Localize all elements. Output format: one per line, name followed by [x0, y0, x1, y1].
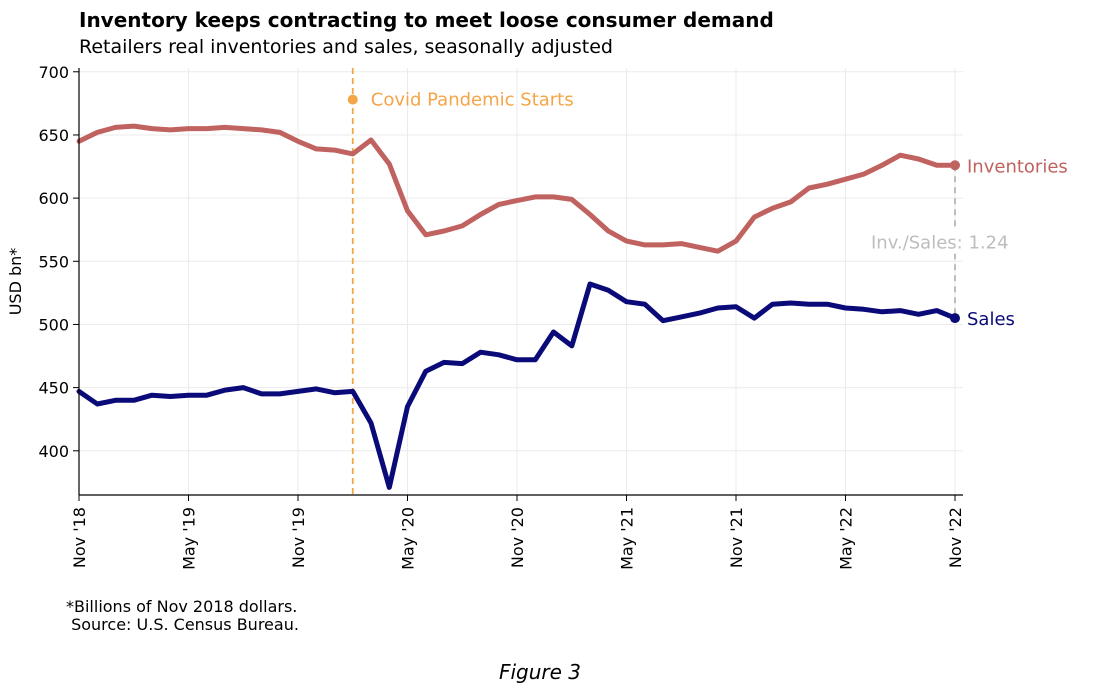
annotation-layer: Covid Pandemic Starts — [347, 68, 574, 495]
x-tick-label: Nov '22 — [946, 507, 965, 568]
inventories-end-dot — [950, 160, 960, 171]
y-tick-label: 500 — [38, 315, 69, 334]
x-tick-label: Nov '18 — [70, 507, 89, 568]
x-tick-label: May '19 — [180, 507, 199, 570]
series-layer — [76, 123, 958, 490]
x-tick-label: Nov '21 — [727, 507, 746, 568]
axis-layer: 400 450 500 550 600 650 700 Nov '18 May '19 Nov '… — [6, 63, 965, 570]
x-tick-label: May '22 — [837, 507, 856, 570]
inventories-line — [76, 123, 958, 254]
y-tick-label: 600 — [38, 189, 69, 208]
footnote: *Billions of Nov 2018 dollars. Source: U… — [66, 597, 299, 634]
y-tick-label: 650 — [38, 126, 69, 145]
x-tick-label: May '20 — [399, 507, 418, 570]
y-tick-label: 700 — [38, 63, 69, 82]
y-tick-label: 400 — [38, 442, 69, 461]
inventories-label: Inventories — [967, 156, 1068, 177]
chart-subtitle: Retailers real inventories and sales, se… — [79, 36, 613, 58]
grid-layer — [78, 68, 963, 495]
y-tick-label: 550 — [38, 252, 69, 271]
sales-label: Sales — [967, 309, 1015, 330]
figure-caption: Figure 3 — [498, 660, 582, 684]
label-layer: Inv./Sales: 1.24 Inventories Sales — [867, 156, 1068, 330]
sales-line — [76, 281, 958, 490]
ratio-label-background — [867, 227, 1037, 254]
covid-marker-dot — [347, 94, 358, 105]
covid-label: Covid Pandemic Starts — [371, 90, 574, 111]
chart-title: Inventory keeps contracting to meet loos… — [79, 8, 774, 32]
x-tick-label: May '21 — [618, 507, 637, 570]
x-tick-label: Nov '19 — [289, 507, 308, 568]
y-axis-label: USD bn* — [6, 248, 25, 316]
ratio-label: Inv./Sales: 1.24 — [871, 233, 1009, 254]
y-tick-label: 450 — [38, 379, 69, 398]
x-tick-label: Nov '20 — [508, 507, 527, 568]
sales-end-dot — [950, 313, 960, 324]
